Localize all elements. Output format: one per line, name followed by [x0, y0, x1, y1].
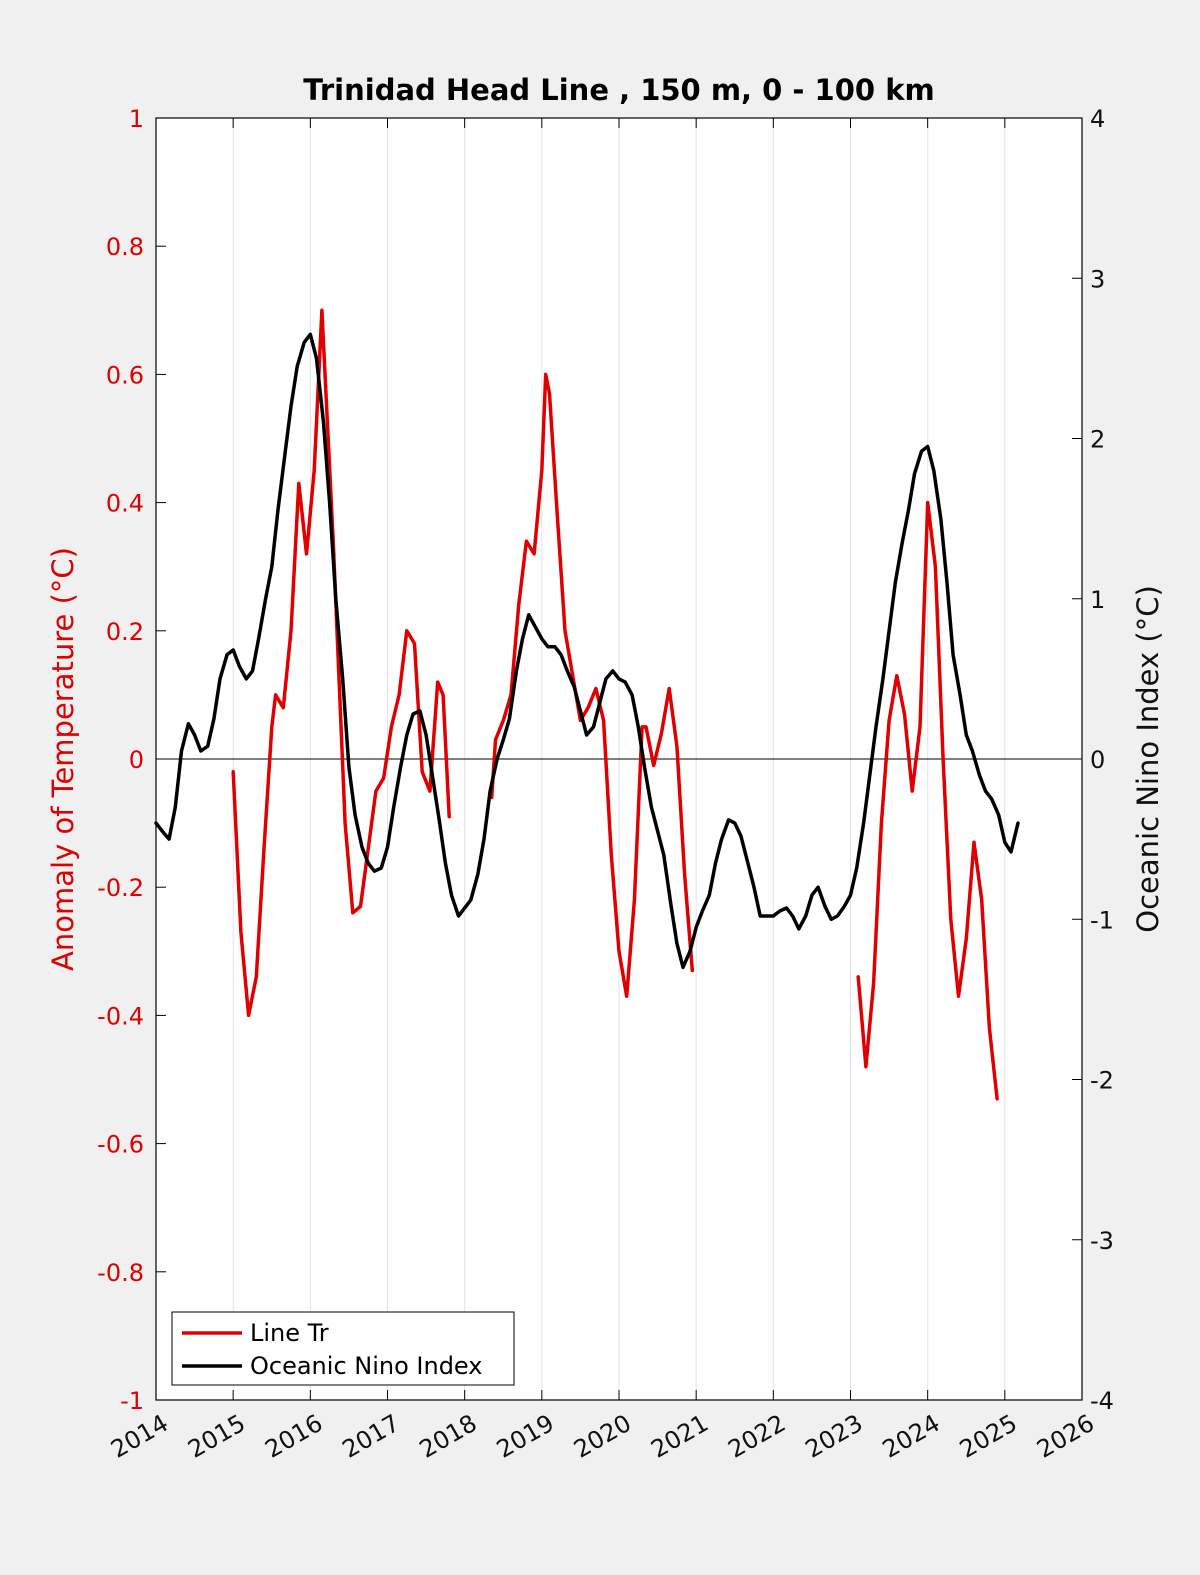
right-tick-label: -3: [1090, 1227, 1114, 1255]
right-tick-label: 2: [1090, 426, 1105, 454]
series-line-tr-segment-1: [489, 372, 695, 998]
left-axis-label: Anomaly of Temperature (°C): [46, 547, 80, 971]
series-oceanic-nino-index: [154, 332, 1020, 970]
series-layer: [154, 308, 1020, 1101]
left-tick-label: 0.2: [106, 618, 144, 646]
left-tick-label: -1: [120, 1387, 144, 1415]
series-line-tr-segment-0: [231, 308, 451, 1018]
right-tick-label: 1: [1090, 586, 1105, 614]
left-tick-label: -0.8: [97, 1259, 144, 1287]
legend-box: [171, 1311, 515, 1386]
legend-label-line-tr: Line Tr: [250, 1319, 329, 1347]
left-tick-label: 1: [129, 105, 144, 133]
right-tick-label: -1: [1090, 906, 1114, 934]
left-tick-label: 0.6: [106, 361, 144, 389]
right-tick-label: 0: [1090, 746, 1105, 774]
right-axis-label: Oceanic Nino Index (°C): [1131, 585, 1165, 933]
right-tick-label: -4: [1090, 1387, 1114, 1415]
left-tick-label: -0.2: [97, 874, 144, 902]
series-line-tr-segment-2: [856, 500, 999, 1101]
left-tick-label: -0.6: [97, 1131, 144, 1159]
right-tick-label: 4: [1090, 105, 1105, 133]
legend: Line Tr Oceanic Nino Index: [171, 1311, 515, 1386]
chart-title: Trinidad Head Line , 150 m, 0 - 100 km: [303, 73, 934, 107]
right-tick-label: 3: [1090, 265, 1105, 293]
right-tick-label: -2: [1090, 1067, 1114, 1095]
left-tick-label: 0.8: [106, 233, 144, 261]
left-tick-label: 0: [129, 746, 144, 774]
legend-label-oni: Oceanic Nino Index: [250, 1352, 482, 1380]
left-tick-label: 0.4: [106, 490, 144, 518]
left-tick-label: -0.4: [97, 1002, 144, 1030]
